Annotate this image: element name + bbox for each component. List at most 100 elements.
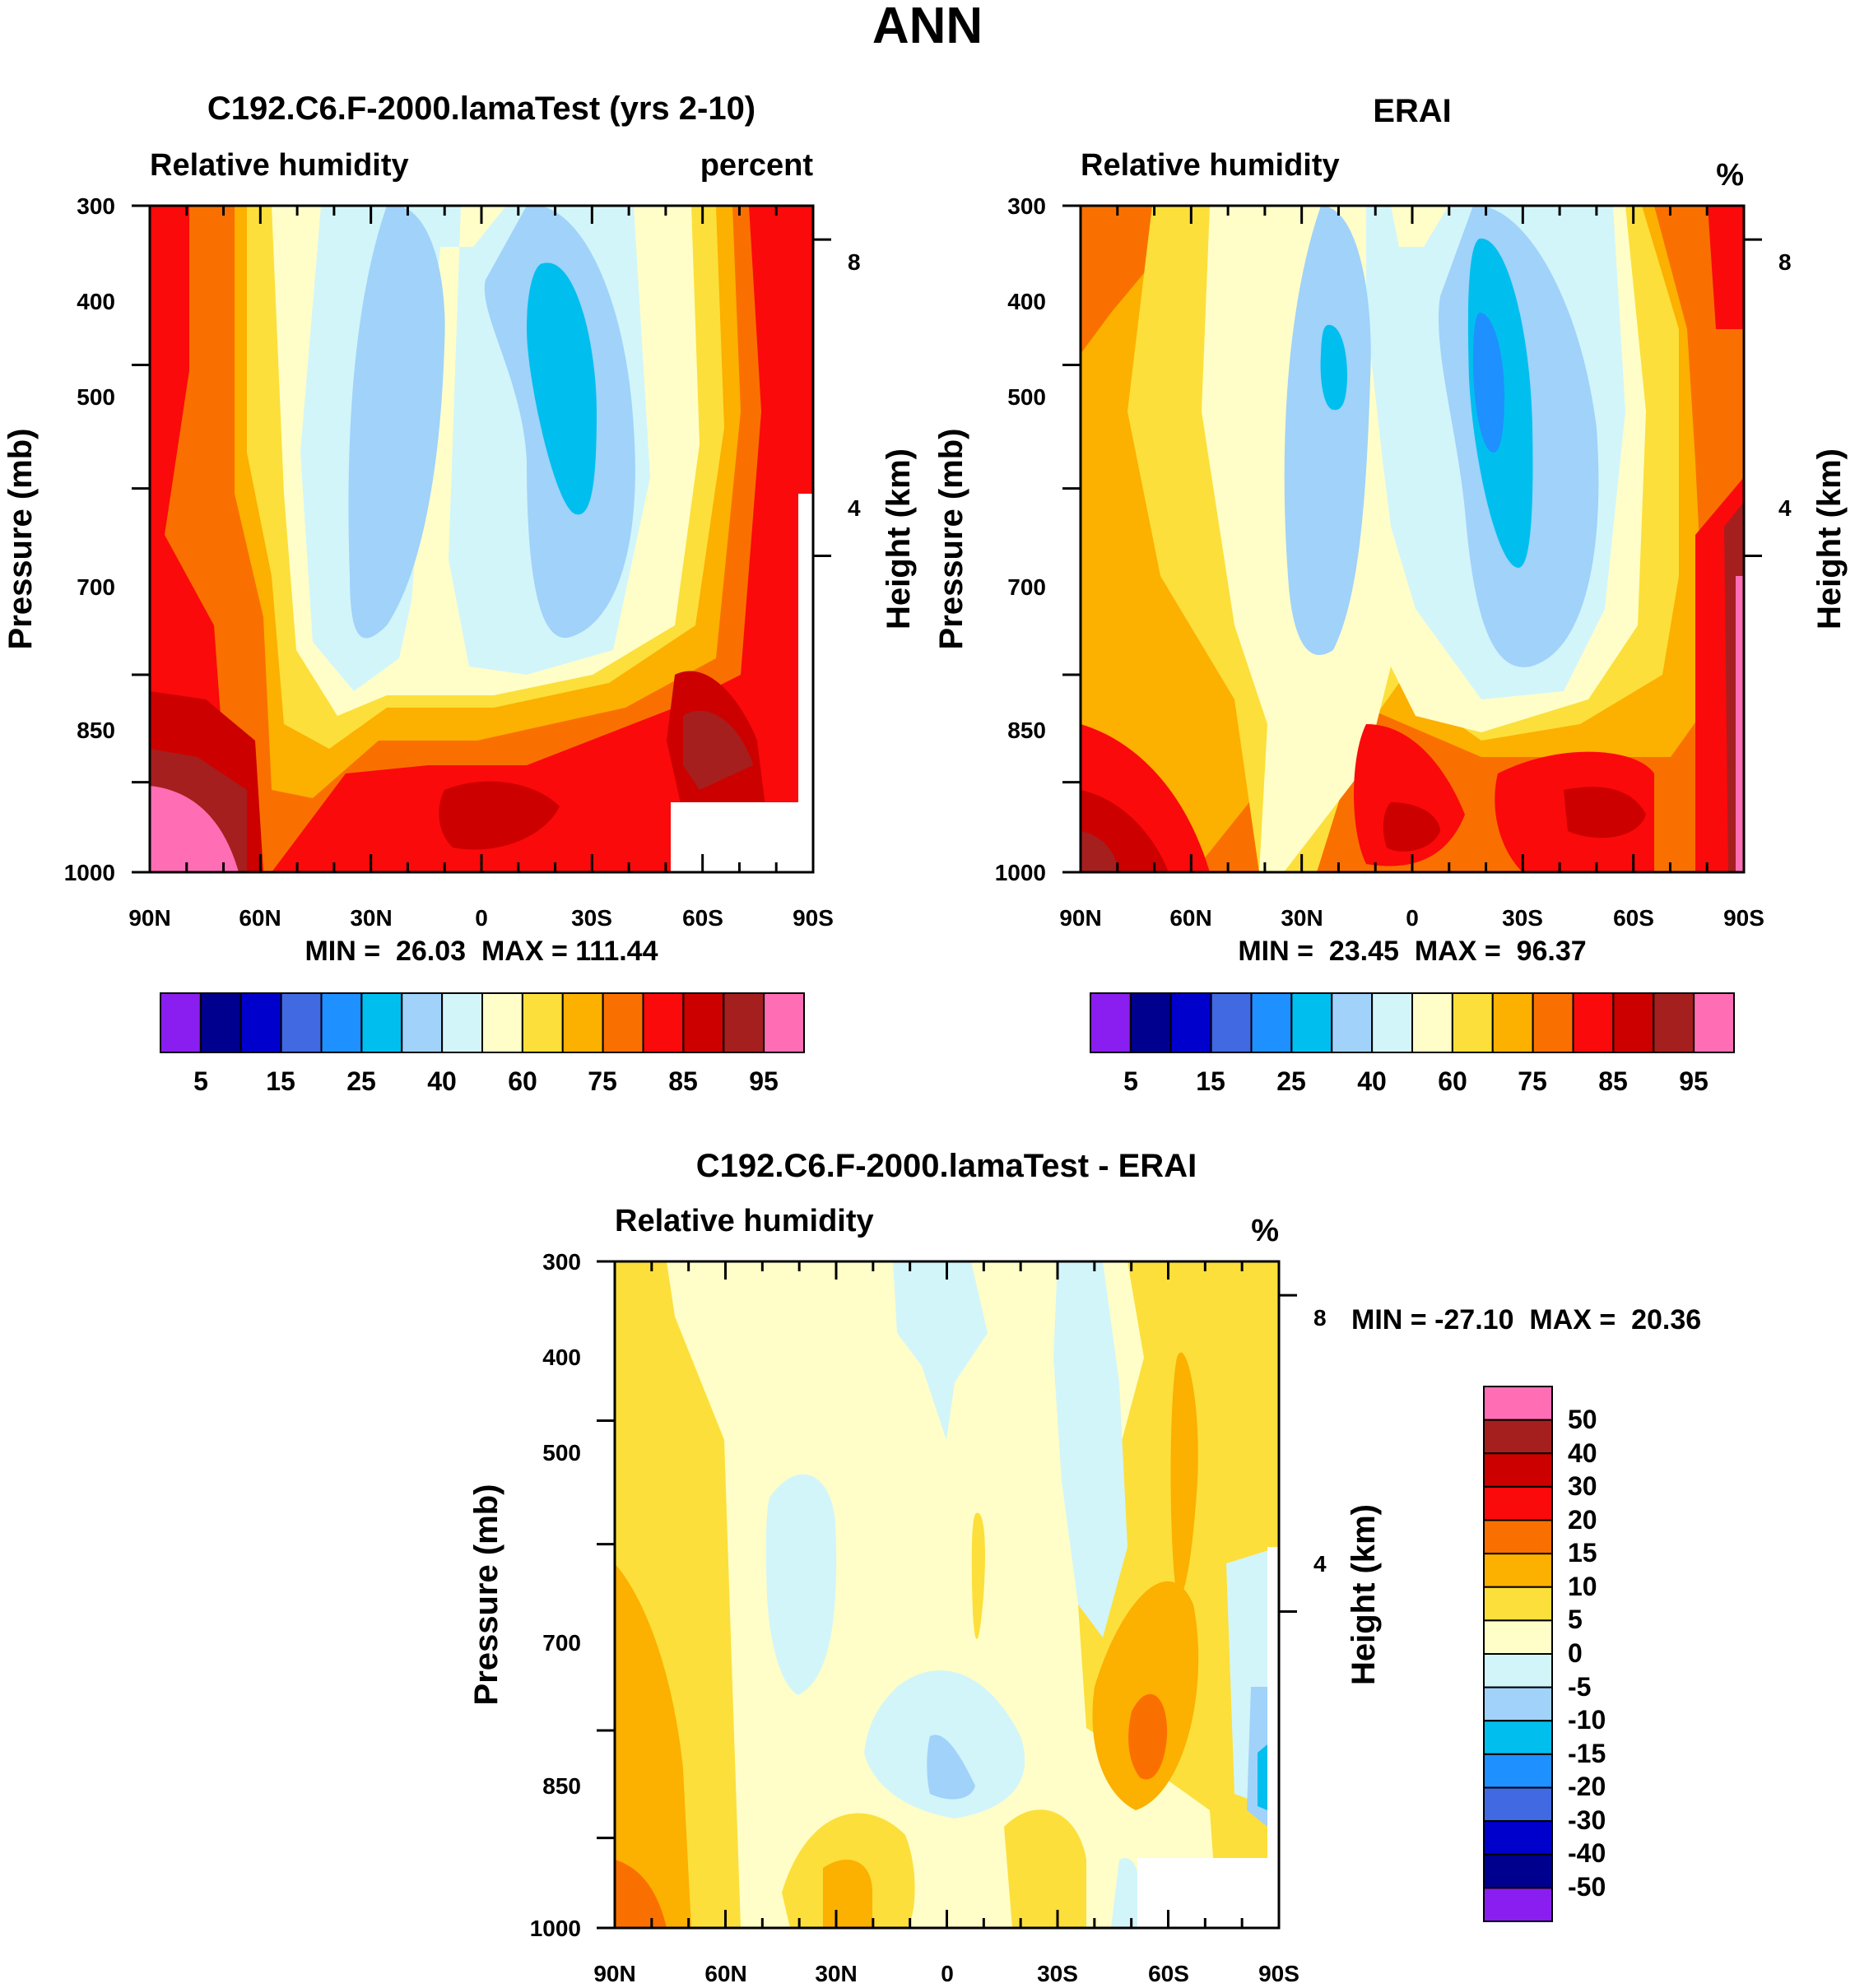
contour-band: [683, 710, 753, 790]
colorbar-swatch: [160, 992, 202, 1053]
colorbar-label: 5: [193, 1066, 208, 1096]
contour-band: [1170, 1352, 1198, 1597]
right-label-obs: %: [1716, 158, 1744, 193]
colorbar-swatch: [1290, 992, 1333, 1053]
y-axis-right-title-obs: Height (km): [1811, 448, 1848, 629]
y-tick-label: 700: [542, 1630, 581, 1656]
colorbar-swatch: [239, 992, 282, 1053]
x-tick-label: 60N: [704, 1961, 746, 1986]
colorbar-swatch: [1483, 1753, 1553, 1789]
colorbar-swatch: [280, 992, 323, 1053]
colorbar-swatch: [1612, 992, 1655, 1053]
x-tick-label: 30S: [1037, 1961, 1078, 1986]
colorbar-swatch: [1483, 1586, 1553, 1622]
x-tick-label: 30S: [1502, 905, 1543, 931]
contour-band: [971, 1512, 985, 1640]
contour-band: [1284, 206, 1371, 655]
colorbar-swatch: [1483, 1452, 1553, 1488]
panel-title-diff: C192.C6.F-2000.lamaTest - ERAI: [696, 1148, 1197, 1184]
colorbar-swatch: [521, 992, 564, 1053]
colorbar-label: -5: [1568, 1672, 1591, 1702]
colorbar-label: 30: [1568, 1471, 1597, 1501]
x-tick-label: 30N: [1281, 905, 1323, 931]
y-tick-label: 400: [542, 1345, 581, 1370]
contour-band: [1708, 206, 1744, 329]
colorbar-swatch: [723, 992, 765, 1053]
right-tick-labels-model: 8 4: [848, 249, 861, 521]
colorbar-swatch: [1483, 1653, 1553, 1688]
y-tick-label: 700: [77, 574, 115, 600]
left-label-diff: Relative humidity: [615, 1204, 874, 1238]
y-tick-label: 850: [1007, 718, 1046, 743]
colorbar-label: 95: [1679, 1066, 1709, 1096]
y-tick-label: 1000: [530, 1916, 581, 1941]
stats-obs: MIN = 23.45 MAX = 96.37: [1238, 936, 1586, 967]
x-tick-labels-obs: 90N 60N 30N 0 30S 60S 90S: [1059, 905, 1764, 931]
x-tick-label: 60S: [1613, 905, 1654, 931]
contour-band: [1473, 313, 1504, 453]
colorbar-label: 5: [1123, 1066, 1138, 1096]
colorbar-swatch: [1483, 1553, 1553, 1588]
colorbar-label: 15: [1196, 1066, 1225, 1096]
x-tick-label: 90N: [128, 905, 170, 931]
y-tick-label: 500: [77, 384, 115, 410]
colorbar-label: 25: [1276, 1066, 1306, 1096]
colorbar-swatch: [1483, 1419, 1553, 1455]
colorbar-label: 10: [1568, 1572, 1597, 1601]
colorbar-swatch: [1483, 1686, 1553, 1722]
x-tick-labels-model: 90N 60N 30N 0 30S 60S 90S: [128, 905, 834, 931]
colorbar-swatch: [1371, 992, 1413, 1053]
height-tick-label: 4: [1778, 495, 1792, 521]
contour-band: [348, 206, 445, 639]
contour-band: [1053, 1261, 1127, 1637]
colorbar-swatch: [1210, 992, 1253, 1053]
colorbar-label: 5: [1568, 1605, 1583, 1634]
colorbar-labels-diff: 50 40 30 20 15 10 5 0 -5 -10 -15 -20 -30…: [1568, 1405, 1606, 1902]
left-label-model: Relative humidity: [150, 148, 409, 183]
colorbar-swatch: [360, 992, 403, 1053]
colorbar-label: 20: [1568, 1505, 1597, 1535]
height-tick-label: 4: [848, 495, 861, 521]
colorbar-swatch: [1411, 992, 1453, 1053]
x-tick-label: 0: [475, 905, 488, 931]
y-tick-label: 300: [77, 193, 115, 219]
missing-data: [1267, 1547, 1279, 1858]
colorbar-swatch: [1572, 992, 1615, 1053]
colorbar-label: 50: [1568, 1405, 1597, 1434]
colorbar-swatch: [199, 992, 242, 1053]
colorbar-label: -10: [1568, 1705, 1606, 1735]
contour-band: [527, 262, 597, 515]
contour-band: [1004, 1809, 1086, 1928]
colorbar-swatch: [642, 992, 685, 1053]
colorbar-label: 60: [508, 1066, 537, 1096]
colorbar-label: 40: [427, 1066, 457, 1096]
height-tick-label: 4: [1313, 1551, 1327, 1577]
contour-band: [615, 1563, 691, 1928]
colorbar-label: 85: [1598, 1066, 1628, 1096]
panel-title-obs: ERAI: [1373, 93, 1452, 129]
colorbar-swatch: [1483, 1820, 1553, 1856]
y-tick-labels-obs: 300 400 500 700 850 1000: [995, 193, 1046, 885]
colorbar-swatch: [682, 992, 725, 1053]
colorbar-swatch: [1483, 1720, 1553, 1755]
missing-data: [798, 494, 813, 802]
colorbar-swatch: [763, 992, 805, 1053]
y-tick-label: 400: [77, 289, 115, 314]
colorbar-swatch: [1483, 1619, 1553, 1655]
x-tick-label: 60N: [1169, 905, 1211, 931]
left-label-obs: Relative humidity: [1081, 148, 1340, 183]
y-tick-label: 850: [542, 1773, 581, 1799]
x-tick-label: 90S: [793, 905, 834, 931]
minor-ticks-obs: [1062, 204, 1762, 874]
contour-fill-obs: [1081, 206, 1744, 872]
colorbar-swatch: [1653, 992, 1695, 1053]
x-tick-label: 90N: [593, 1961, 635, 1986]
colorbar-swatch: [441, 992, 483, 1053]
y-tick-label: 500: [1007, 384, 1046, 410]
x-tick-label: 60S: [1148, 1961, 1189, 1986]
colorbar-label: 15: [1568, 1538, 1597, 1568]
contour-band: [150, 786, 239, 872]
contour-band: [893, 1261, 988, 1440]
x-tick-label: 30S: [571, 905, 612, 931]
